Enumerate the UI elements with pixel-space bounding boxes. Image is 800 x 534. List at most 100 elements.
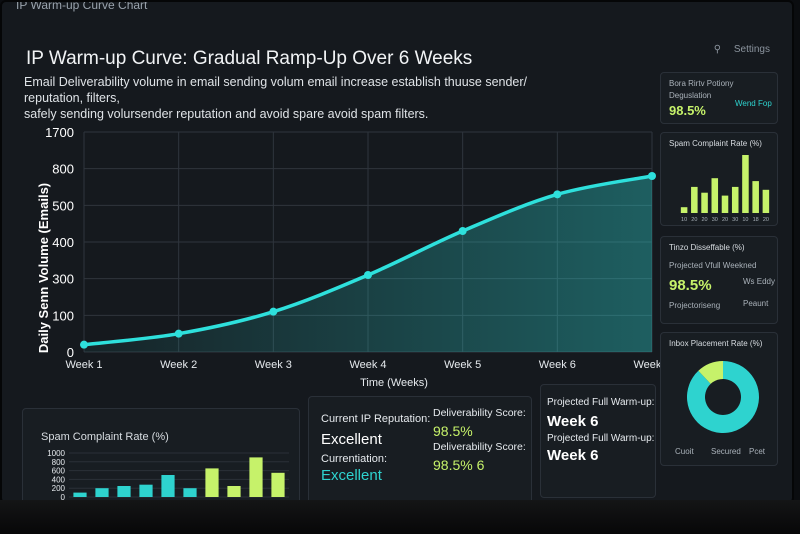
x-tick-label: Week 2	[160, 359, 197, 371]
pie-legend-b: Secured	[711, 447, 741, 456]
bottom-bar-chart-title: Spam Complaint Rate (%)	[41, 431, 169, 443]
y-tick-label: 300	[52, 272, 74, 287]
pie-chart-title: Inbox Placement Rate (%)	[669, 339, 763, 348]
side-bar-tick: 30	[732, 217, 738, 223]
side-bar-tick: 30	[712, 217, 718, 223]
warmup-area-fill	[84, 176, 652, 352]
side-bar	[711, 178, 719, 213]
spam-complaint-panel: Spam Complaint Rate (%) 0 200 400 600 800 100…	[22, 408, 300, 502]
data-point	[458, 227, 467, 235]
side-panel-spam-bars: Spam Complaint Rate (%) 10 20 20 30 20 30 10 18…	[660, 132, 778, 226]
side-bar	[762, 189, 770, 213]
x-tick-label: Week 6	[539, 359, 576, 371]
data-point	[648, 172, 656, 180]
bar	[183, 488, 197, 497]
y-tick-label: 1700	[45, 125, 74, 140]
side-panel-3-title: Tinzo Disseffable (%)	[669, 243, 745, 252]
data-point	[553, 190, 562, 199]
side-panel-3-value: 98.5%	[669, 277, 712, 294]
search-icon[interactable]: ⚲	[713, 44, 722, 55]
top-toolbar: ⚲ Settings	[704, 44, 770, 55]
projection-label-2: Projected Full Warm-up:	[547, 433, 655, 444]
side-bar	[680, 207, 688, 213]
subtitle-line-2: safely sending volursender reputation an…	[24, 107, 429, 121]
current-value: Excellent	[321, 467, 382, 484]
bar	[161, 475, 175, 497]
current-label: Currentiation:	[321, 453, 388, 465]
settings-menu[interactable]: Settings	[733, 44, 770, 55]
warmup-line-chart: 0 100 300 400 500 800 1700 Week 1 Week 2 Week 3 W…	[36, 125, 662, 389]
y-tick-label: 800	[52, 162, 74, 177]
inbox-placement-donut	[687, 361, 759, 433]
side-panel-1-legend: Wend Fop	[735, 99, 772, 108]
bar	[95, 488, 109, 497]
data-point	[364, 271, 372, 279]
spam-complaint-bar-chart: 0200400600800100019122022024029023725023…	[47, 449, 289, 502]
pie-legend-a: Cuoit	[675, 447, 694, 456]
monitor-screen: IP Warm-up Curve Chart ⚲ Settings IP War…	[0, 0, 794, 504]
bar-y-tick: 200	[52, 484, 66, 493]
page-subtitle: Email Deliverability volume in email sen…	[24, 74, 584, 122]
monitor-bezel	[0, 500, 800, 534]
projection-value-2: Week 6	[547, 447, 599, 464]
side-panel-reputation: Bora Rirtv Potiony Deguslation 98.5% Wen…	[660, 72, 778, 124]
x-tick-label: Week 5	[444, 359, 481, 371]
score-value: 98.5%	[433, 423, 473, 439]
bar	[117, 486, 131, 497]
bar-y-tick: 600	[52, 467, 66, 476]
side-panel-3-legend-a: Ws Eddy	[743, 277, 776, 286]
projection-label-1: Projected Full Warm-up:	[547, 397, 655, 408]
side-bar-tick: 20	[691, 217, 697, 223]
subtitle-line-1: Email Deliverability volume in email sen…	[24, 75, 528, 105]
reputation-stats-panel: Current IP Reputation: Excellent Current…	[308, 396, 532, 502]
bar-y-tick: 0	[61, 493, 66, 502]
side-bar	[721, 195, 729, 213]
side-bar	[691, 186, 698, 213]
x-tick-label: Week 6	[633, 359, 662, 371]
reputation-value: Excellent	[321, 431, 382, 448]
bar-y-tick: 400	[52, 475, 66, 484]
side-bar-tick: 10	[742, 217, 748, 223]
side-bar	[752, 181, 759, 213]
y-tick-label: 400	[52, 235, 74, 250]
bar	[205, 468, 219, 497]
bar	[139, 484, 153, 497]
bar	[227, 486, 241, 497]
bar	[271, 472, 285, 497]
bar-y-tick: 1000	[47, 449, 65, 458]
side-panel-3-legend-b: Peaunt	[743, 299, 769, 308]
score-value-2: 98.5% 6	[433, 457, 485, 473]
side-bar-tick: 18	[753, 217, 759, 223]
donut-slice	[687, 361, 759, 433]
data-point	[174, 329, 183, 338]
pie-legend-c: Pcet	[749, 447, 766, 456]
donut-slice	[698, 361, 723, 384]
side-bar-chart-title: Spam Complaint Rate (%)	[669, 139, 762, 148]
score-label-2: Deliverability Score:	[433, 441, 526, 453]
data-point	[80, 340, 88, 349]
side-panel-1-label: Deguslation	[669, 91, 712, 100]
y-tick-label: 100	[52, 308, 74, 323]
projection-value-1: Week 6	[547, 413, 599, 430]
page-title: IP Warm-up Curve: Gradual Ramp-Up Over 6…	[26, 48, 473, 69]
side-panel-1-title: Bora Rirtv Potiony	[669, 79, 734, 88]
side-panel-1-value: 98.5%	[669, 103, 706, 118]
side-bar-tick: 20	[722, 217, 728, 223]
bar-y-tick: 800	[52, 458, 66, 467]
data-point	[269, 307, 278, 316]
bar	[73, 492, 87, 497]
warmup-projection-panel: Projected Full Warm-up: Week 6 Projected…	[540, 384, 656, 498]
window-title: IP Warm-up Curve Chart	[16, 0, 148, 12]
side-bar-tick: 20	[701, 217, 707, 223]
x-tick-label: Week 4	[349, 359, 386, 371]
x-axis-label: Time (Weeks)	[360, 377, 428, 389]
side-panel-3-label: Projected Vfull Weekned	[669, 261, 757, 270]
y-tick-label: 500	[52, 198, 74, 213]
side-spam-bar-chart: 10 20 20 30 20 30 10 18 20	[680, 155, 770, 223]
bar	[249, 457, 263, 497]
score-label: Deliverability Score:	[433, 407, 526, 419]
side-bar	[742, 155, 749, 213]
side-panel-3-sublabel: Projectoriseng	[669, 301, 721, 310]
side-bar-tick: 20	[763, 217, 769, 223]
y-axis-label: Daily Senn Volume (Emails)	[36, 183, 51, 353]
